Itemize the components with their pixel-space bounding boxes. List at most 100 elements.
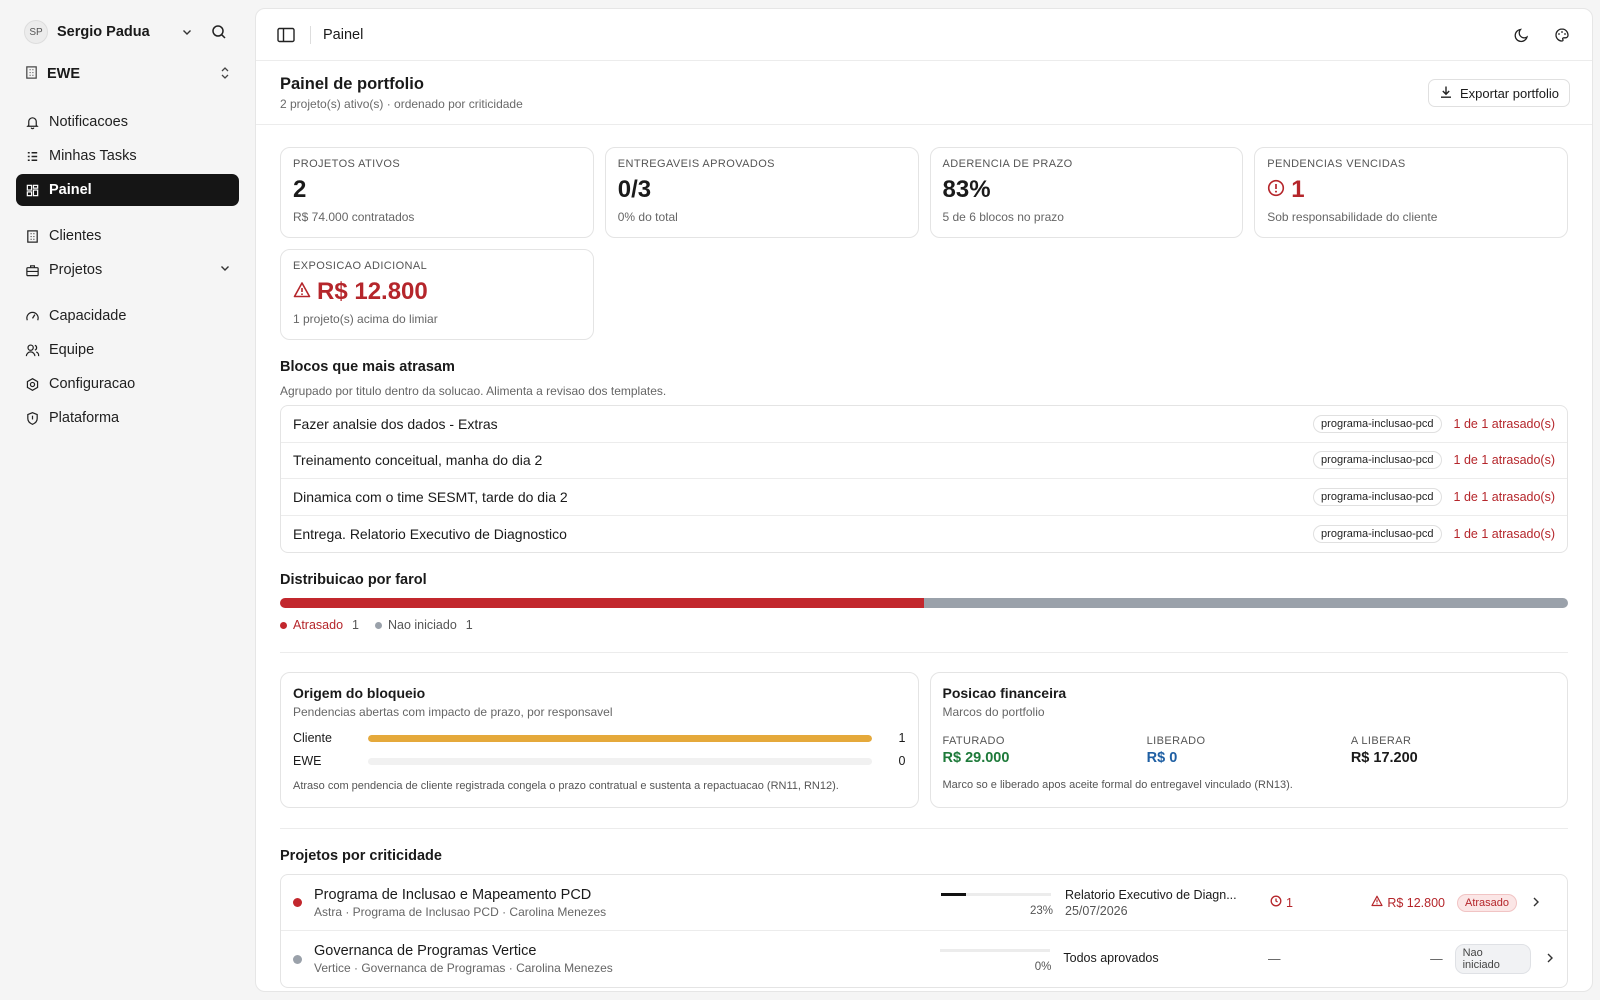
sidebar-item-painel[interactable]: Painel	[16, 174, 239, 206]
list-item[interactable]: Fazer analsie dos dados - Extras program…	[281, 406, 1567, 443]
kpi-foot: 5 de 6 blocos no prazo	[942, 210, 1064, 224]
fin-label: Liberado	[1146, 735, 1206, 747]
project-name: Programa de Inclusao e Mapeamento PCD	[314, 886, 592, 903]
sidebar-toggle-icon[interactable]	[274, 23, 298, 47]
sidebar-item-capacidade[interactable]: Capacidade	[16, 300, 239, 332]
sidebar-item-plataforma[interactable]: Plataforma	[16, 402, 239, 434]
fin-label: A liberar	[1350, 735, 1412, 747]
list-item[interactable]: Dinamica com o time SESMT, tarde do dia …	[281, 479, 1567, 516]
farol-legend: Atrasado 1 Nao iniciado 1	[280, 618, 1568, 632]
status-dot	[293, 954, 302, 964]
sidebar-item-label: Capacidade	[49, 308, 127, 324]
project-name: Governanca de Programas Vertice	[313, 943, 537, 959]
project-main: Programa de Inclusao e Mapeamento PCD As…	[314, 887, 924, 919]
card-subtitle: Marcos do portfolio	[942, 705, 1045, 719]
bloqueio-row-ewe: EWE 0	[293, 754, 906, 768]
bloqueio-track	[368, 757, 872, 765]
sidebar-item-clientes[interactable]: Clientes	[16, 220, 239, 252]
fin-grid: Faturado R$ 29.000 Liberado R$ 0 A liber…	[943, 735, 1556, 766]
next-milestone: Relatorio Executivo de Diagn... 25/07/20…	[1065, 888, 1270, 918]
kpi-label: Aderencia de prazo	[942, 158, 1073, 170]
project-progress: 0%	[939, 943, 1051, 975]
nav-group-main: Notificacoes Minhas Tasks Painel	[16, 106, 239, 206]
progress-fill	[941, 892, 967, 896]
org-switcher[interactable]: EWE	[16, 58, 239, 90]
sidebar-item-equipe[interactable]: Equipe	[16, 334, 239, 366]
page-title: Painel de portfolio	[280, 75, 424, 93]
main-panel: Painel Painel de portfolio 2 projeto(s) …	[255, 8, 1593, 992]
warning-triangle-icon	[293, 278, 311, 306]
gauge-icon	[24, 308, 40, 324]
blocks-list: Fazer analsie dos dados - Extras program…	[280, 405, 1568, 553]
sidebar-item-label: Notificacoes	[49, 114, 128, 130]
kpi-card-aderencia: Aderencia de prazo 83% 5 de 6 blocos no …	[929, 147, 1244, 238]
sidebar-item-label: Configuracao	[49, 376, 136, 392]
bloqueio-value: 1	[898, 731, 906, 745]
legend-count: 1	[465, 618, 473, 632]
briefcase-icon	[24, 262, 40, 278]
block-title: Entrega. Relatorio Executivo de Diagnost…	[293, 525, 567, 542]
shield-icon	[24, 410, 40, 426]
project-progress: 23%	[941, 887, 1053, 919]
dashboard-content: Projetos ativos 2 R$ 74.000 contratados …	[256, 125, 1592, 991]
legend-dot	[374, 621, 382, 629]
fin-value: R$ 29.000	[942, 750, 1010, 766]
sidebar-item-configuracao[interactable]: Configuracao	[16, 368, 239, 400]
fin-item-liberado: Liberado R$ 0	[1147, 735, 1351, 766]
list-item[interactable]: Entrega. Relatorio Executivo de Diagnost…	[281, 516, 1567, 553]
kpi-label: Projetos ativos	[293, 158, 401, 170]
project-meta: Vertice · Governanca de Programas · Caro…	[313, 961, 613, 975]
sidebar-item-projetos[interactable]: Projetos	[16, 254, 239, 286]
sidebar-item-notificacoes[interactable]: Notificacoes	[16, 106, 239, 138]
moon-icon[interactable]	[1510, 23, 1534, 47]
legend-item-atrasado: Atrasado 1	[280, 618, 359, 632]
project-meta: Astra · Programa de Inclusao PCD · Carol…	[314, 904, 607, 919]
cards-row: Origem do bloqueio Pendencias abertas co…	[280, 672, 1568, 808]
dashboard-icon	[24, 182, 40, 198]
bloqueio-label: Cliente	[293, 731, 332, 745]
kpi-card-pendencias: Pendencias vencidas 1 Sob responsabilida…	[1254, 147, 1568, 238]
block-title: Dinamica com o time SESMT, tarde do dia …	[293, 488, 568, 505]
chevron-updown-icon[interactable]	[219, 66, 231, 83]
page-header: Painel de portfolio 2 projeto(s) ativo(s…	[256, 61, 1592, 125]
fin-item-a-liberar: A liberar R$ 17.200	[1351, 735, 1555, 766]
chevron-right-icon[interactable]	[1545, 951, 1555, 967]
project-pendencias: 1	[1270, 895, 1340, 910]
warning-triangle-icon	[1371, 895, 1383, 910]
kpi-label: Exposicao adicional	[293, 260, 428, 272]
breadcrumb: Painel	[323, 26, 364, 43]
page-subtitle: 2 projeto(s) ativo(s) · ordenado por cri…	[280, 97, 523, 111]
sidebar-item-label: Plataforma	[49, 410, 120, 426]
fin-value: R$ 17.200	[1350, 750, 1418, 766]
bloqueio-value: 0	[898, 754, 906, 768]
search-icon[interactable]	[207, 20, 231, 44]
kpi-card-exposicao: Exposicao adicional R$ 12.800 1 projeto(…	[280, 249, 594, 340]
user-switcher[interactable]: SP Sergio Padua	[16, 16, 239, 48]
org-name: EWE	[47, 66, 81, 82]
section-divider	[280, 652, 1568, 653]
card-posicao-financeira: Posicao financeira Marcos do portfolio F…	[929, 672, 1568, 808]
sidebar-item-minhas-tasks[interactable]: Minhas Tasks	[16, 140, 239, 172]
legend-label: Nao iniciado	[387, 618, 457, 632]
sidebar-item-label: Projetos	[49, 262, 103, 278]
kpi-card-projetos-ativos: Projetos ativos 2 R$ 74.000 contratados	[280, 147, 594, 238]
status-badge: Nao iniciado	[1454, 944, 1531, 974]
list-icon	[24, 148, 40, 164]
palette-icon[interactable]	[1550, 23, 1574, 47]
chevron-down-icon[interactable]	[219, 262, 231, 278]
legend-dot	[280, 621, 287, 629]
kpi-value: 1	[1267, 176, 1555, 204]
next-milestone: Todos aprovados	[1063, 951, 1268, 967]
kpi-value: 0/3	[617, 176, 652, 203]
nav-group-clients: Clientes Projetos	[16, 220, 239, 286]
legend-count: 1	[352, 618, 359, 632]
export-portfolio-button[interactable]: Exportar portfolio	[1428, 79, 1570, 107]
bell-icon	[24, 114, 40, 130]
table-row[interactable]: Programa de Inclusao e Mapeamento PCD As…	[281, 875, 1567, 931]
sidebar-item-label: Minhas Tasks	[49, 148, 137, 164]
table-row[interactable]: Governanca de Programas Vertice Vertice …	[281, 931, 1567, 987]
list-item[interactable]: Treinamento conceitual, manha do dia 2 p…	[281, 443, 1567, 479]
chevron-down-icon[interactable]	[175, 20, 199, 44]
chevron-right-icon[interactable]	[1531, 895, 1541, 911]
legend-item-nao-iniciado: Nao iniciado 1	[374, 618, 473, 632]
